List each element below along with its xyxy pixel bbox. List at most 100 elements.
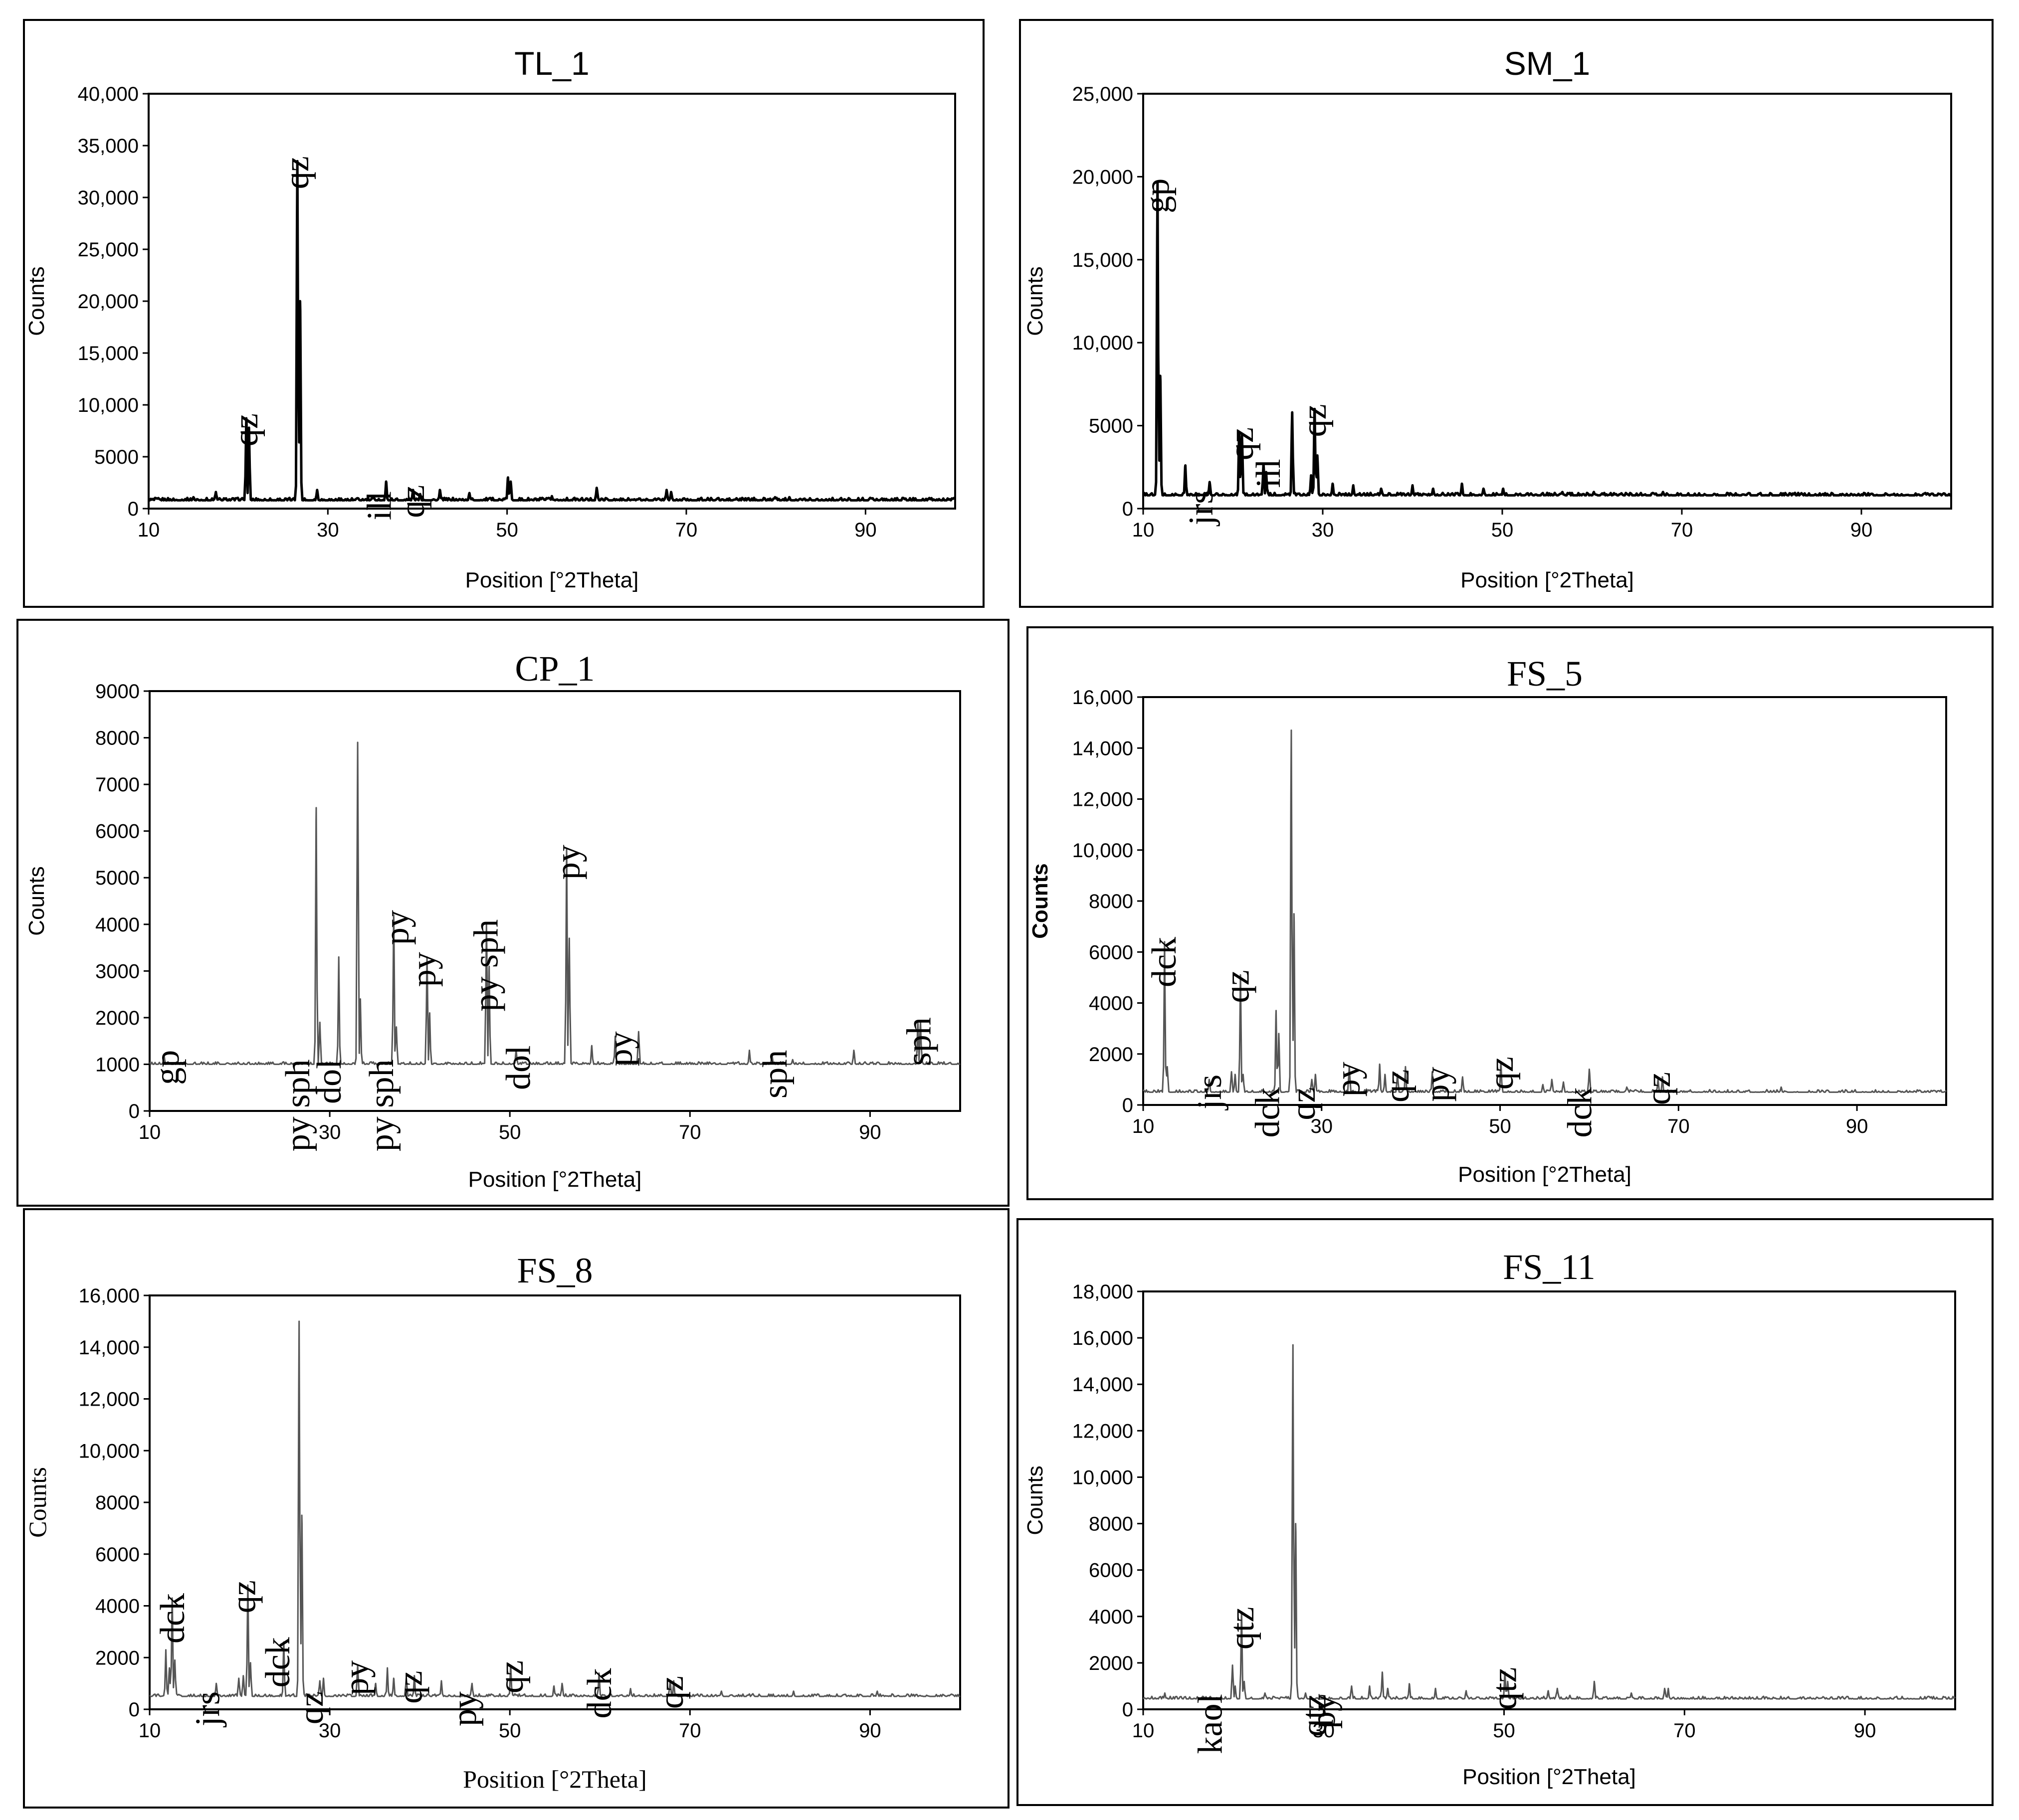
panel-frame [23, 19, 985, 608]
panel-FS_8: FS_8 0 2000 4000 6000 8000 10,000 12,000 14,000 1… [23, 1208, 1010, 1809]
peak-label: py [1329, 1062, 1367, 1096]
x-tick-label: 30 [317, 519, 339, 541]
x-tick-label: 30 [319, 1720, 341, 1742]
panel-frame [1019, 19, 1994, 608]
plot-area [1142, 93, 1952, 510]
peak-label: sph [756, 1050, 795, 1098]
y-tick-label: 20,000 [78, 291, 139, 313]
peak-label: jrs [189, 1691, 227, 1728]
peak-label: qz [225, 1580, 263, 1613]
y-tick-label: 1000 [95, 1054, 140, 1076]
y-axis-label: Counts [24, 266, 49, 336]
peak-label: py [378, 910, 416, 945]
peak-label: qz [1482, 1057, 1521, 1090]
x-axis-label: Position [°2Theta] [465, 568, 639, 592]
panel-FS_11: FS_11 0 2000 4000 6000 8000 10,000 12,000 14,000… [1016, 1218, 1994, 1806]
x-tick-label: 70 [675, 519, 698, 541]
peak-label: dck [1561, 1087, 1600, 1137]
peak-label: dck [1248, 1087, 1287, 1137]
y-tick-label: 15,000 [1072, 249, 1133, 271]
y-tick-label: 0 [1122, 1094, 1133, 1116]
y-tick-label: 30,000 [78, 187, 139, 209]
panel-TL_1: TL_1 0 5000 10,000 15,000 20,000 25,000 30,000 3… [23, 19, 985, 608]
y-tick-label: 6000 [1089, 1560, 1133, 1582]
peak-label: py [1418, 1067, 1456, 1102]
x-tick-label: 50 [499, 1121, 521, 1143]
y-tick-label: 18,000 [1072, 1281, 1133, 1303]
x-tick-label: 30 [319, 1121, 341, 1143]
peak-label: py [445, 1691, 484, 1726]
y-tick-label: 3000 [95, 960, 140, 982]
y-tick-label: 5000 [94, 446, 139, 468]
diffraction-trace [149, 741, 961, 1065]
y-axis-label: Counts [1023, 1465, 1047, 1535]
peak-label: dck [581, 1668, 619, 1718]
y-tick-label: 2000 [1089, 1044, 1133, 1066]
y-tick-label: 12,000 [79, 1389, 140, 1411]
y-tick-label: 2000 [1089, 1652, 1133, 1674]
panel-CP_1: CP_1 0 1000 2000 3000 4000 5000 6000 7000 8000 900… [16, 619, 1010, 1207]
peak-label: qz [1222, 427, 1261, 460]
panel-frame [23, 1208, 1010, 1809]
diffraction-trace [149, 1320, 961, 1697]
y-tick-label: 14,000 [79, 1337, 140, 1359]
y-tick-label: 0 [129, 1699, 140, 1721]
peak-label: qz [1378, 1070, 1416, 1102]
y-tick-label: 7000 [95, 774, 140, 796]
x-tick-label: 90 [859, 1121, 881, 1143]
x-tick-label: 50 [1491, 519, 1514, 541]
y-tick-label: 2000 [95, 1647, 140, 1669]
peak-label: qtz [1295, 1694, 1334, 1737]
y-tick-label: 8000 [1089, 1513, 1133, 1535]
peak-label: qz [1639, 1072, 1678, 1105]
y-tick-label: 25,000 [78, 239, 139, 261]
peak-label: dol [499, 1045, 538, 1090]
peak-label: qz [1284, 1087, 1323, 1120]
x-tick-label: 70 [1671, 519, 1693, 541]
x-tick-label: 10 [138, 519, 160, 541]
x-tick-label: 10 [139, 1121, 161, 1143]
peak-label: py [549, 845, 588, 880]
x-tick-label: 10 [139, 1720, 161, 1742]
peak-label: qz [1218, 970, 1257, 1003]
chart-title: FS_11 [1503, 1247, 1595, 1287]
chart-title: FS_5 [1507, 654, 1583, 694]
y-tick-label: 25,000 [1072, 83, 1133, 105]
peak-label: qz [392, 1671, 430, 1704]
plot-area [1142, 1290, 1956, 1710]
peak-label: dol [310, 1059, 349, 1103]
x-tick-label: 30 [1311, 1115, 1333, 1137]
x-tick-label: 50 [496, 519, 518, 541]
y-axis-label: Counts [23, 1467, 51, 1538]
y-tick-label: 14,000 [1072, 737, 1133, 759]
peak-label: kaol [1192, 1694, 1230, 1754]
y-axis-label: Counts [24, 866, 49, 935]
panel-frame [1016, 1218, 1994, 1806]
peak-label: qz [227, 413, 265, 446]
x-tick-label: 70 [679, 1720, 701, 1742]
y-tick-label: 16,000 [1072, 687, 1133, 709]
y-tick-label: 6000 [95, 1544, 140, 1566]
y-tick-label: 0 [1122, 1699, 1133, 1721]
x-tick-label: 10 [1132, 1720, 1155, 1742]
peak-label: py [1304, 1694, 1343, 1729]
diffraction-trace [1142, 182, 1952, 497]
x-tick-label: 70 [1673, 1720, 1696, 1742]
x-axis-label: Position [°2Theta] [468, 1167, 642, 1192]
y-tick-label: 16,000 [1072, 1327, 1133, 1349]
x-axis-label: Position [°2Theta] [1462, 1765, 1636, 1789]
peak-label: qz [278, 156, 316, 189]
x-tick-label: 90 [1850, 519, 1873, 541]
chart-title: FS_8 [517, 1251, 593, 1290]
peak-label: qz [292, 1691, 331, 1724]
y-tick-label: 8000 [1089, 891, 1133, 912]
panel-frame [1026, 626, 1994, 1200]
chart-title: TL_1 [514, 45, 589, 82]
y-tick-label: 15,000 [78, 343, 139, 364]
x-tick-label: 50 [499, 1720, 521, 1742]
y-tick-label: 10,000 [1072, 332, 1133, 354]
peak-label: qtz [1485, 1667, 1524, 1710]
y-tick-label: 5000 [95, 867, 140, 889]
diffraction-trace [147, 160, 956, 502]
